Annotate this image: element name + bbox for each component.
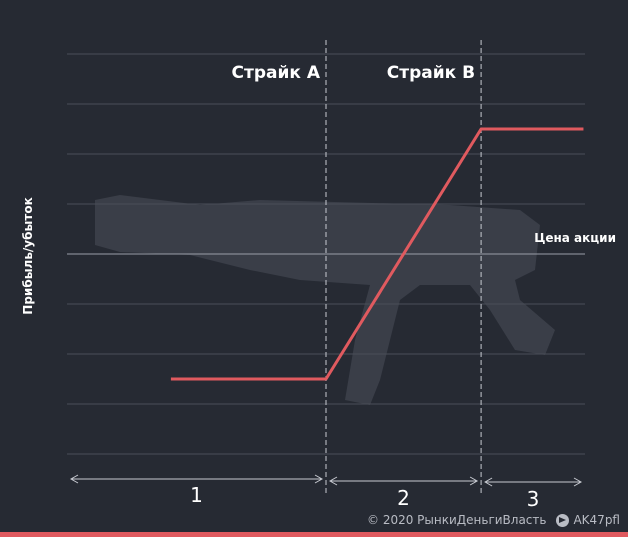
zone-arrowhead-right [314,474,324,484]
zones: 1 2 3 [69,474,583,511]
watermark-silhouette [95,195,555,405]
payoff-line-1 [170,127,584,381]
zone-arrowhead-left [69,474,79,484]
x-axis-label: Цена акции [534,231,616,245]
bottom-accent-bar [0,532,628,537]
footer: © 2020 РынкиДеньгиВласть AK47pfl [367,513,620,527]
telegram-icon [556,513,570,527]
strike-label-1: Страйк А [232,63,321,83]
zone-arrowhead-left [328,476,338,486]
zone-arrowhead-left [484,477,493,487]
zone-arrowhead-right [573,477,583,487]
zone-label-3: 3 [527,487,540,511]
strike-label-2: Страйк В [387,63,475,83]
series [170,127,584,381]
strike-lines: Страйк А Страйк В [232,40,482,495]
zone-arrowhead-right [469,476,479,486]
copyright-text: © 2020 РынкиДеньгиВласть [367,513,547,527]
telegram-handle: AK47pfl [573,513,620,527]
y-axis-label: Прибыль/убыток [21,197,35,314]
zone-label-1: 1 [190,483,203,507]
zone-label-2: 2 [397,486,410,510]
